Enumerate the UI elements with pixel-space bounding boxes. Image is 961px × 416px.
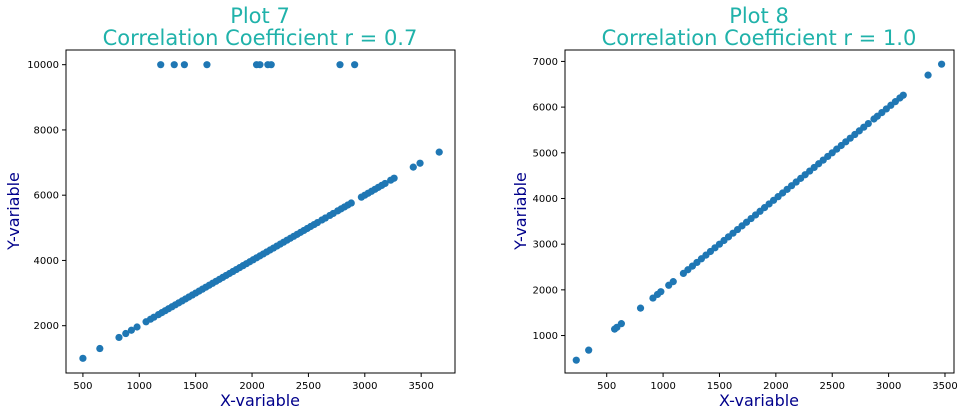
chart-title-line2: Correlation Coefficient r = 1.0	[602, 26, 917, 50]
data-point	[657, 288, 665, 296]
data-point	[416, 159, 424, 167]
y-tick-label: 7000	[533, 57, 558, 68]
data-point	[127, 326, 135, 334]
x-tick-label: 2500	[819, 381, 844, 392]
y-tick-label: 1000	[533, 331, 558, 342]
y-tick-label: 4000	[34, 256, 59, 267]
outlier-point	[351, 61, 359, 69]
data-point	[669, 278, 677, 286]
x-tick-label: 1500	[707, 381, 732, 392]
data-point	[864, 119, 872, 128]
outlier-point	[180, 61, 188, 69]
outlier-point	[267, 61, 275, 69]
data-point	[937, 60, 946, 68]
x-tick-label: 3000	[352, 381, 377, 392]
x-tick-label: 1000	[127, 381, 152, 392]
x-tick-label: 1500	[183, 381, 208, 392]
data-point	[617, 320, 625, 328]
data-point	[585, 346, 593, 354]
plot-area-1: 500 1000 1500 2000 2500 3000 3500 1000 2000 3000 4…	[533, 49, 958, 392]
data-point	[115, 333, 123, 342]
y-tick-label: 6000	[533, 103, 558, 114]
chart-title-line1: Plot 8	[729, 4, 789, 28]
y-axis-label: Y-variable	[4, 172, 23, 251]
outlier-point	[256, 61, 264, 69]
y-tick-label: 2000	[533, 285, 558, 296]
data-point	[409, 163, 417, 171]
chart-plot-7: Plot 7 Correlation Coefficient r = 0.7 5…	[4, 4, 456, 410]
x-tick-label: 3000	[876, 381, 901, 392]
data-point	[899, 91, 907, 99]
y-tick-label: 10000	[27, 60, 59, 71]
outlier-point	[157, 61, 165, 69]
x-axis-label: X-variable	[719, 391, 799, 410]
data-point	[636, 304, 645, 312]
x-tick-label: 500	[597, 381, 616, 392]
data-point	[122, 329, 130, 338]
data-point	[572, 356, 580, 364]
axes-frame	[564, 49, 955, 374]
data-point	[924, 71, 932, 79]
x-tick-label: 2000	[239, 381, 264, 392]
axes-frame	[65, 49, 456, 374]
y-tick-label: 5000	[533, 148, 558, 159]
y-tick-label: 2000	[34, 321, 59, 332]
plot-area-0: 500 1000 1500 2000 2500 3000 3500 2000 4000 6000 8…	[27, 49, 456, 392]
x-tick-label: 1000	[650, 381, 675, 392]
outlier-point	[203, 61, 211, 69]
x-tick-label: 3500	[408, 381, 433, 392]
x-tick-label: 2500	[296, 381, 321, 392]
y-tick-label: 3000	[533, 240, 558, 251]
x-tick-label: 2000	[763, 381, 788, 392]
data-point	[133, 323, 141, 331]
y-axis-label: Y-variable	[511, 172, 530, 251]
data-point	[381, 179, 389, 188]
chart-plot-8: Plot 8 Correlation Coefficient r = 1.0 5…	[511, 4, 958, 410]
outlier-point	[170, 61, 178, 69]
y-tick-label: 8000	[34, 125, 59, 136]
x-tick-label: 3500	[932, 381, 957, 392]
outlier-point	[336, 61, 344, 69]
data-point	[390, 174, 398, 182]
data-point	[435, 148, 443, 156]
y-tick-label: 4000	[533, 194, 558, 205]
x-axis-label: X-variable	[220, 391, 300, 410]
data-point	[79, 354, 87, 362]
x-tick-label: 500	[73, 381, 92, 392]
data-point	[96, 344, 104, 353]
y-tick-label: 6000	[34, 191, 59, 202]
chart-title-line2: Correlation Coefficient r = 0.7	[103, 26, 418, 50]
chart-title-line1: Plot 7	[230, 4, 290, 28]
data-point	[347, 199, 355, 207]
